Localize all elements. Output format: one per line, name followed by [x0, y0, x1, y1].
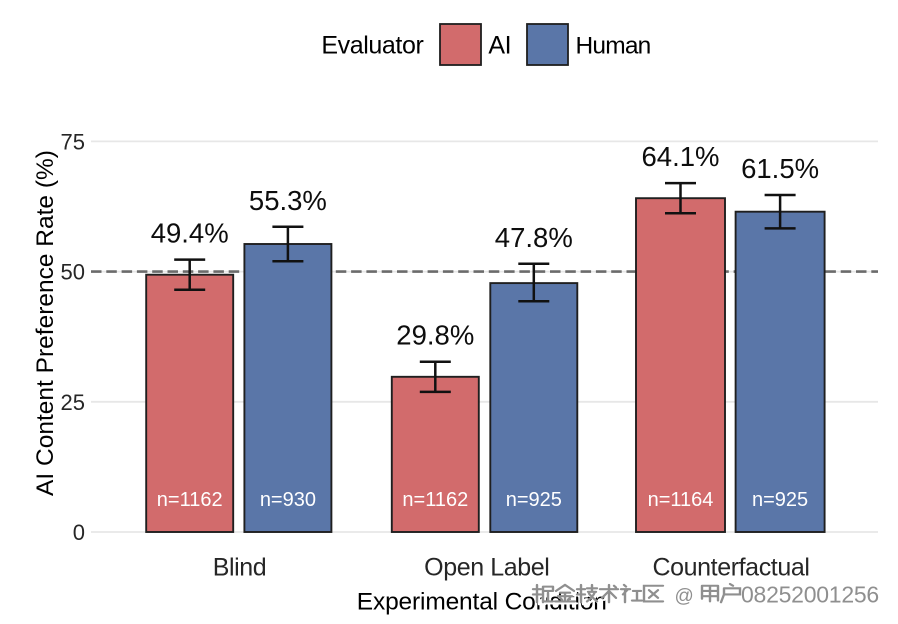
- svg-text:n=1164: n=1164: [648, 489, 714, 511]
- svg-text:n=1162: n=1162: [157, 489, 223, 511]
- svg-text:25: 25: [61, 390, 85, 415]
- svg-text:n=1162: n=1162: [402, 489, 468, 511]
- svg-text:Blind: Blind: [213, 554, 267, 582]
- svg-text:Evaluator: Evaluator: [321, 31, 423, 59]
- svg-text:Human: Human: [576, 32, 651, 59]
- svg-text:64.1%: 64.1%: [642, 141, 720, 172]
- svg-text:@: @: [675, 586, 694, 607]
- svg-text:08252001256: 08252001256: [743, 584, 881, 610]
- svg-text:55.3%: 55.3%: [249, 185, 327, 216]
- svg-text:61.5%: 61.5%: [741, 153, 819, 184]
- svg-text:0: 0: [73, 520, 85, 545]
- svg-text:75: 75: [61, 129, 85, 154]
- svg-text:n=930: n=930: [260, 489, 316, 511]
- svg-text:AI: AI: [488, 31, 511, 59]
- svg-text:Counterfactual: Counterfactual: [653, 554, 810, 582]
- svg-text:29.8%: 29.8%: [396, 320, 474, 351]
- svg-text:AI Content Preference Rate (%): AI Content Preference Rate (%): [32, 150, 59, 496]
- svg-text:50: 50: [61, 260, 85, 285]
- svg-text:47.8%: 47.8%: [495, 222, 573, 253]
- svg-text:Open Label: Open Label: [424, 554, 549, 582]
- svg-text:@: @: [677, 588, 696, 609]
- svg-text:n=925: n=925: [752, 489, 808, 511]
- svg-text:08252001256: 08252001256: [741, 582, 879, 608]
- svg-text:n=925: n=925: [506, 489, 562, 511]
- svg-text:49.4%: 49.4%: [151, 218, 229, 249]
